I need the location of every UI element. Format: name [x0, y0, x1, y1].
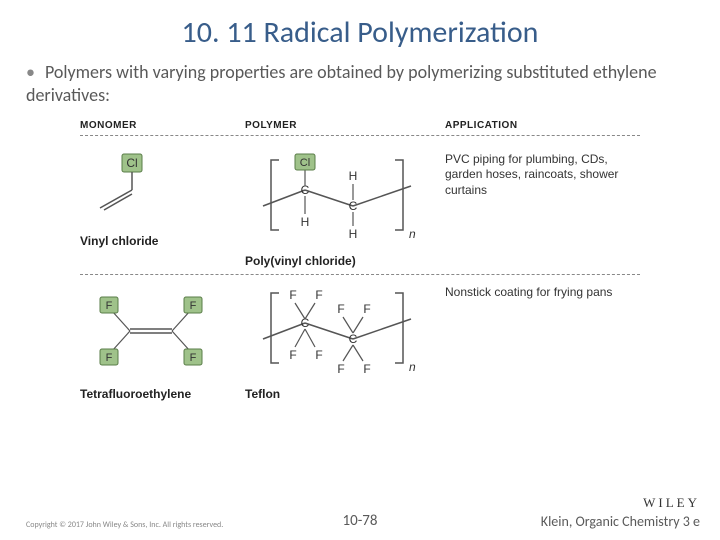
header-polymer: POLYMER [245, 120, 445, 131]
atom-label: F [106, 300, 113, 312]
atom-label: Cl [300, 157, 310, 169]
atom-label: F [106, 352, 113, 364]
atom-label: F [190, 352, 197, 364]
figure-row: Cl Vinyl chloride C C [80, 142, 640, 275]
copyright-text: Copyright © 2017 John Wiley & Sons, Inc.… [26, 520, 223, 530]
polymer-name: Teflon [245, 387, 445, 401]
wiley-logo: WILEY [541, 495, 700, 511]
bullet-line: •Polymers with varying properties are ob… [0, 61, 720, 108]
atom-label: F [363, 302, 370, 316]
subscript-n: n [409, 360, 416, 374]
monomer-name: Vinyl chloride [80, 234, 245, 248]
slide-title: 10. 11 Radical Polymerization [0, 0, 720, 61]
teflon-structure: C C F F F F F F F F n [245, 281, 435, 381]
pvc-structure: C C Cl H H H n [245, 148, 435, 248]
application-cell: Nonstick coating for frying pans [445, 281, 640, 401]
figure-row: F F F F Tetrafluoroethylene C C [80, 275, 640, 407]
page-number: 10-78 [342, 512, 377, 530]
chemistry-figure: MONOMER POLYMER APPLICATION Cl Vinyl chl… [80, 120, 640, 407]
atom-label: H [349, 169, 358, 183]
subscript-n: n [409, 227, 416, 241]
atom-label: Cl [126, 156, 137, 170]
polymer-cell: C C F F F F F F F F n [245, 281, 445, 401]
atom-label: H [301, 215, 310, 229]
tfe-structure: F F F F [80, 281, 230, 381]
bullet-marker: • [26, 61, 35, 83]
header-monomer: MONOMER [80, 120, 245, 131]
figure-headers: MONOMER POLYMER APPLICATION [80, 120, 640, 136]
atom-label: F [289, 288, 296, 302]
atom-label: F [190, 300, 197, 312]
atom-label: F [315, 288, 322, 302]
polymer-cell: C C Cl H H H n Poly(vinyl chloride) [245, 148, 445, 268]
book-reference: Klein, Organic Chemistry 3 e [541, 513, 700, 530]
slide-footer: Copyright © 2017 John Wiley & Sons, Inc.… [0, 495, 720, 530]
atom-label: H [349, 227, 358, 241]
atom-label: F [289, 348, 296, 362]
vinyl-chloride-structure: Cl [80, 148, 200, 228]
atom-label: C [349, 199, 358, 213]
header-application: APPLICATION [445, 120, 640, 131]
atom-label: C [349, 332, 358, 346]
atom-label: F [337, 362, 344, 376]
atom-label: F [363, 362, 370, 376]
monomer-cell: F F F F Tetrafluoroethylene [80, 281, 245, 401]
atom-label: F [315, 348, 322, 362]
monomer-name: Tetrafluoroethylene [80, 387, 245, 401]
monomer-cell: Cl Vinyl chloride [80, 148, 245, 268]
polymer-name: Poly(vinyl chloride) [245, 254, 445, 268]
atom-label: F [337, 302, 344, 316]
application-cell: PVC piping for plumbing, CDs, garden hos… [445, 148, 640, 268]
bullet-text: Polymers with varying properties are obt… [26, 61, 657, 106]
